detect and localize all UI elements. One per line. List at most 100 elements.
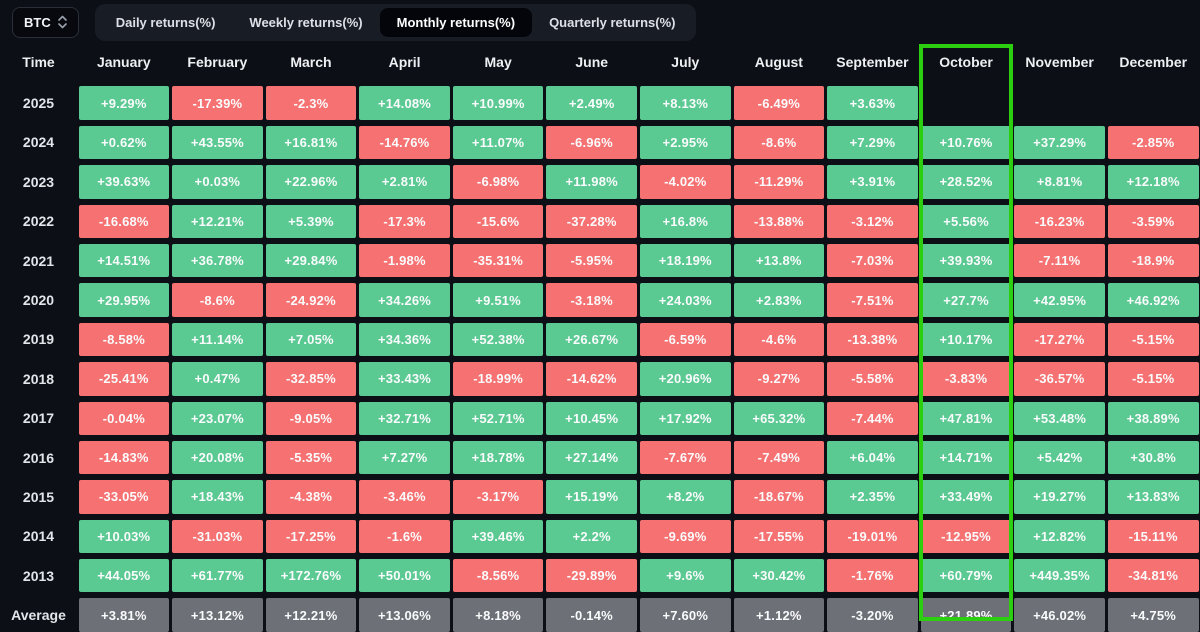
return-cell: +19.27% <box>1014 480 1105 514</box>
return-cell: -11.29% <box>733 165 825 199</box>
return-cell <box>1108 86 1199 119</box>
return-cell: -14.76% <box>359 125 450 160</box>
return-cell: +9.51% <box>452 283 544 317</box>
return-cell: +42.95% <box>1014 283 1105 317</box>
month-header-december: December <box>1119 54 1188 70</box>
month-header-may: May <box>484 54 512 70</box>
return-cell: +32.71% <box>359 401 450 435</box>
return-cell: -1.98% <box>359 243 450 278</box>
return-cell: +37.29% <box>1014 125 1105 160</box>
return-cell: +8.81% <box>1014 165 1105 199</box>
month-header-april: April <box>388 54 421 70</box>
return-cell: -16.68% <box>78 204 170 238</box>
return-cell: +38.89% <box>1107 401 1199 435</box>
row-label-2015: 2015 <box>22 488 55 505</box>
return-cell: +2.49% <box>546 86 637 120</box>
return-cell: +3.81% <box>78 598 170 632</box>
tab-quarterly[interactable]: Quarterly returns(%) <box>549 14 676 30</box>
return-cell: +46.92% <box>1107 283 1199 317</box>
return-cell: +5.39% <box>265 204 357 238</box>
return-cell: +16.8% <box>640 204 731 238</box>
return-cell: +3.63% <box>827 86 918 120</box>
return-cell: +2.2% <box>546 519 637 554</box>
return-cell: -2.3% <box>265 86 357 120</box>
return-cell: -6.96% <box>546 125 637 160</box>
month-header-february: February <box>187 54 248 70</box>
return-cell: -17.3% <box>359 204 450 238</box>
return-cell: -6.59% <box>640 322 731 357</box>
return-cell: -13.88% <box>733 204 825 238</box>
return-cell: +27.14% <box>546 440 637 475</box>
return-cell: -9.27% <box>733 362 825 396</box>
return-cell: -3.12% <box>827 204 918 238</box>
return-cell: -3.46% <box>359 480 450 514</box>
symbol-selector[interactable]: BTC <box>12 6 79 38</box>
return-cell: +14.51% <box>78 243 170 278</box>
return-cell: -7.67% <box>640 440 731 475</box>
return-cell: +10.03% <box>78 519 170 554</box>
return-cell: +10.45% <box>546 401 637 435</box>
return-cell: +16.81% <box>265 125 357 160</box>
return-cell: +10.99% <box>452 86 544 120</box>
return-cell: +12.21% <box>265 598 357 632</box>
return-cell: -8.6% <box>733 125 825 160</box>
return-cell: +172.76% <box>265 559 357 593</box>
return-cell: +7.27% <box>359 440 450 475</box>
return-cell: -0.04% <box>78 401 170 435</box>
return-cell: +29.95% <box>78 283 170 317</box>
return-cell: -5.15% <box>1107 322 1199 357</box>
return-cell: +7.60% <box>640 598 731 632</box>
return-cell: -1.76% <box>827 559 918 593</box>
return-cell: +8.13% <box>640 86 731 120</box>
return-cell: +34.36% <box>359 322 450 357</box>
return-cell: +9.29% <box>78 86 170 120</box>
return-cell: +12.21% <box>172 204 263 238</box>
tab-monthly[interactable]: Monthly returns(%) <box>379 7 533 37</box>
return-cell <box>1014 86 1105 119</box>
tab-daily[interactable]: Daily returns(%) <box>115 14 216 30</box>
return-cell: -15.6% <box>452 204 544 238</box>
time-column-header: Time <box>22 54 55 70</box>
return-cell: +60.79% <box>920 559 1012 593</box>
return-cell: +33.43% <box>359 362 450 396</box>
return-cell: -0.14% <box>546 598 637 632</box>
return-cell: +15.19% <box>546 480 637 514</box>
return-cell: -8.58% <box>78 322 170 357</box>
return-cell: +10.17% <box>920 322 1012 357</box>
return-cell: +29.84% <box>265 243 357 278</box>
return-cell: -34.81% <box>1107 559 1199 593</box>
return-cell: +0.03% <box>172 165 263 199</box>
row-label-2016: 2016 <box>22 449 55 466</box>
return-cell: +22.96% <box>265 165 357 199</box>
row-label-2025: 2025 <box>22 95 55 112</box>
return-cell: -18.67% <box>733 480 825 514</box>
return-cell: +9.6% <box>640 559 731 593</box>
monthly-returns-table: Time January February March April May June July… <box>0 44 1200 632</box>
return-cell: +47.81% <box>920 401 1012 435</box>
return-cell: -9.69% <box>640 519 731 554</box>
return-cell: -36.57% <box>1014 362 1105 396</box>
return-cell: +23.07% <box>172 401 263 435</box>
return-cell: +36.78% <box>172 243 263 278</box>
return-cell: -15.11% <box>1107 519 1199 554</box>
return-cell: +8.18% <box>452 598 544 632</box>
return-cell: -18.99% <box>452 362 544 396</box>
return-cell: -31.03% <box>172 519 263 554</box>
return-cell: +10.76% <box>920 125 1012 160</box>
return-cell: -5.95% <box>546 243 637 278</box>
return-cell: +2.95% <box>640 125 731 160</box>
row-label-2019: 2019 <box>22 331 55 348</box>
month-header-january: January <box>96 54 151 70</box>
return-cell: +20.08% <box>172 440 263 475</box>
return-cell: -17.55% <box>733 519 825 554</box>
return-cell: +449.35% <box>1014 559 1105 593</box>
return-cell: -16.23% <box>1014 204 1105 238</box>
return-cell: +13.06% <box>359 598 450 632</box>
return-cell: +30.8% <box>1107 440 1199 475</box>
return-cell: -6.49% <box>733 86 825 120</box>
return-cell: +28.52% <box>920 165 1012 199</box>
tab-weekly[interactable]: Weekly returns(%) <box>249 14 363 30</box>
return-cell: -17.39% <box>172 86 263 120</box>
return-cell: -35.31% <box>452 243 544 278</box>
return-cell: -3.59% <box>1107 204 1199 238</box>
